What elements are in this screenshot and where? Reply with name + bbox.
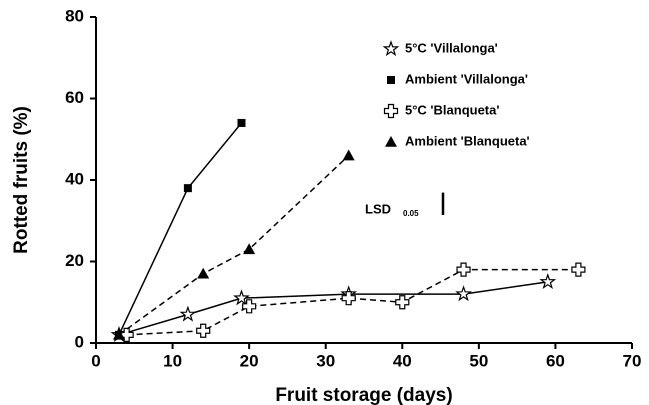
marker <box>342 149 355 161</box>
marker <box>183 184 192 193</box>
marker <box>196 323 211 338</box>
x-tick-label: 10 <box>163 351 182 370</box>
annotation-subscript: 0.05 <box>403 209 419 218</box>
marker <box>385 136 397 147</box>
marker <box>571 262 586 277</box>
legend-label: 5°C 'Villalonga' <box>405 40 498 55</box>
marker <box>341 291 356 306</box>
marker <box>242 299 257 314</box>
legend-label: Ambient 'Villalonga' <box>405 71 528 86</box>
x-tick-label: 30 <box>316 351 335 370</box>
marker <box>539 273 557 290</box>
x-tick-label: 0 <box>91 351 100 370</box>
legend-label: 5°C 'Blanqueta' <box>405 102 499 117</box>
marker <box>383 103 399 119</box>
marker <box>237 118 246 127</box>
marker <box>455 285 472 302</box>
x-axis-label: Fruit storage (days) <box>275 385 452 405</box>
marker <box>233 289 250 306</box>
y-axis-label: Rotted fruits (%) <box>11 106 32 254</box>
series-line <box>118 281 548 336</box>
marker <box>395 295 410 310</box>
x-tick-label: 50 <box>469 351 488 370</box>
y-tick-label: 60 <box>65 88 84 107</box>
marker <box>387 76 395 84</box>
legend-label: Ambient 'Blanqueta' <box>405 133 530 148</box>
x-tick-label: 20 <box>240 351 259 370</box>
x-tick-label: 60 <box>546 351 565 370</box>
marker <box>243 243 256 255</box>
y-tick-label: 40 <box>65 169 84 188</box>
y-tick-label: 20 <box>65 251 84 270</box>
y-tick-label: 80 <box>65 6 84 25</box>
series-line <box>118 155 350 336</box>
x-tick-label: 70 <box>623 351 642 370</box>
marker <box>197 267 210 279</box>
y-tick-label: 0 <box>75 332 84 351</box>
marker <box>382 40 400 57</box>
marker <box>112 328 125 340</box>
marker <box>179 305 197 322</box>
x-tick-label: 40 <box>393 351 412 370</box>
annotation-text: LSD <box>365 201 391 216</box>
marker <box>456 262 471 277</box>
